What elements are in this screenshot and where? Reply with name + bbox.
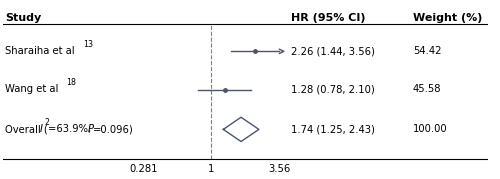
Text: Weight (%): Weight (%) (412, 13, 482, 23)
Text: =0.096): =0.096) (92, 124, 134, 134)
Text: Wang et al: Wang et al (5, 84, 59, 95)
Text: Overall (: Overall ( (5, 124, 48, 134)
Text: 3.56: 3.56 (268, 165, 290, 175)
Text: 0.281: 0.281 (129, 165, 158, 175)
Text: I: I (40, 124, 42, 134)
Text: 2: 2 (44, 118, 49, 127)
Text: 54.42: 54.42 (412, 46, 441, 56)
Text: HR (95% CI): HR (95% CI) (292, 13, 366, 23)
Text: 13: 13 (83, 40, 93, 49)
Text: =63.9%,: =63.9%, (48, 124, 94, 134)
Text: 100.00: 100.00 (412, 124, 448, 134)
Text: Sharaiha et al: Sharaiha et al (5, 46, 75, 56)
Text: P: P (88, 124, 94, 134)
Text: 1.28 (0.78, 2.10): 1.28 (0.78, 2.10) (292, 84, 375, 95)
Text: 1: 1 (208, 165, 214, 175)
Text: Study: Study (5, 13, 42, 23)
Text: 2.26 (1.44, 3.56): 2.26 (1.44, 3.56) (292, 46, 376, 56)
Text: 18: 18 (66, 78, 76, 87)
Text: 45.58: 45.58 (412, 84, 441, 95)
Text: 1.74 (1.25, 2.43): 1.74 (1.25, 2.43) (292, 124, 376, 134)
